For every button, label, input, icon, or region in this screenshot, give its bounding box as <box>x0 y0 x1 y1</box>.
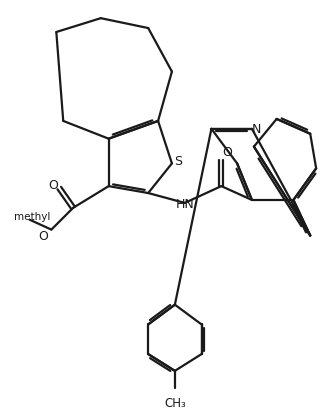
Text: N: N <box>252 123 262 136</box>
Text: O: O <box>38 230 48 242</box>
Text: O: O <box>48 178 58 191</box>
Text: HN: HN <box>175 198 194 211</box>
Text: methyl: methyl <box>14 211 50 221</box>
Text: CH₃: CH₃ <box>164 396 186 408</box>
Text: S: S <box>174 154 182 168</box>
Text: O: O <box>222 146 232 159</box>
